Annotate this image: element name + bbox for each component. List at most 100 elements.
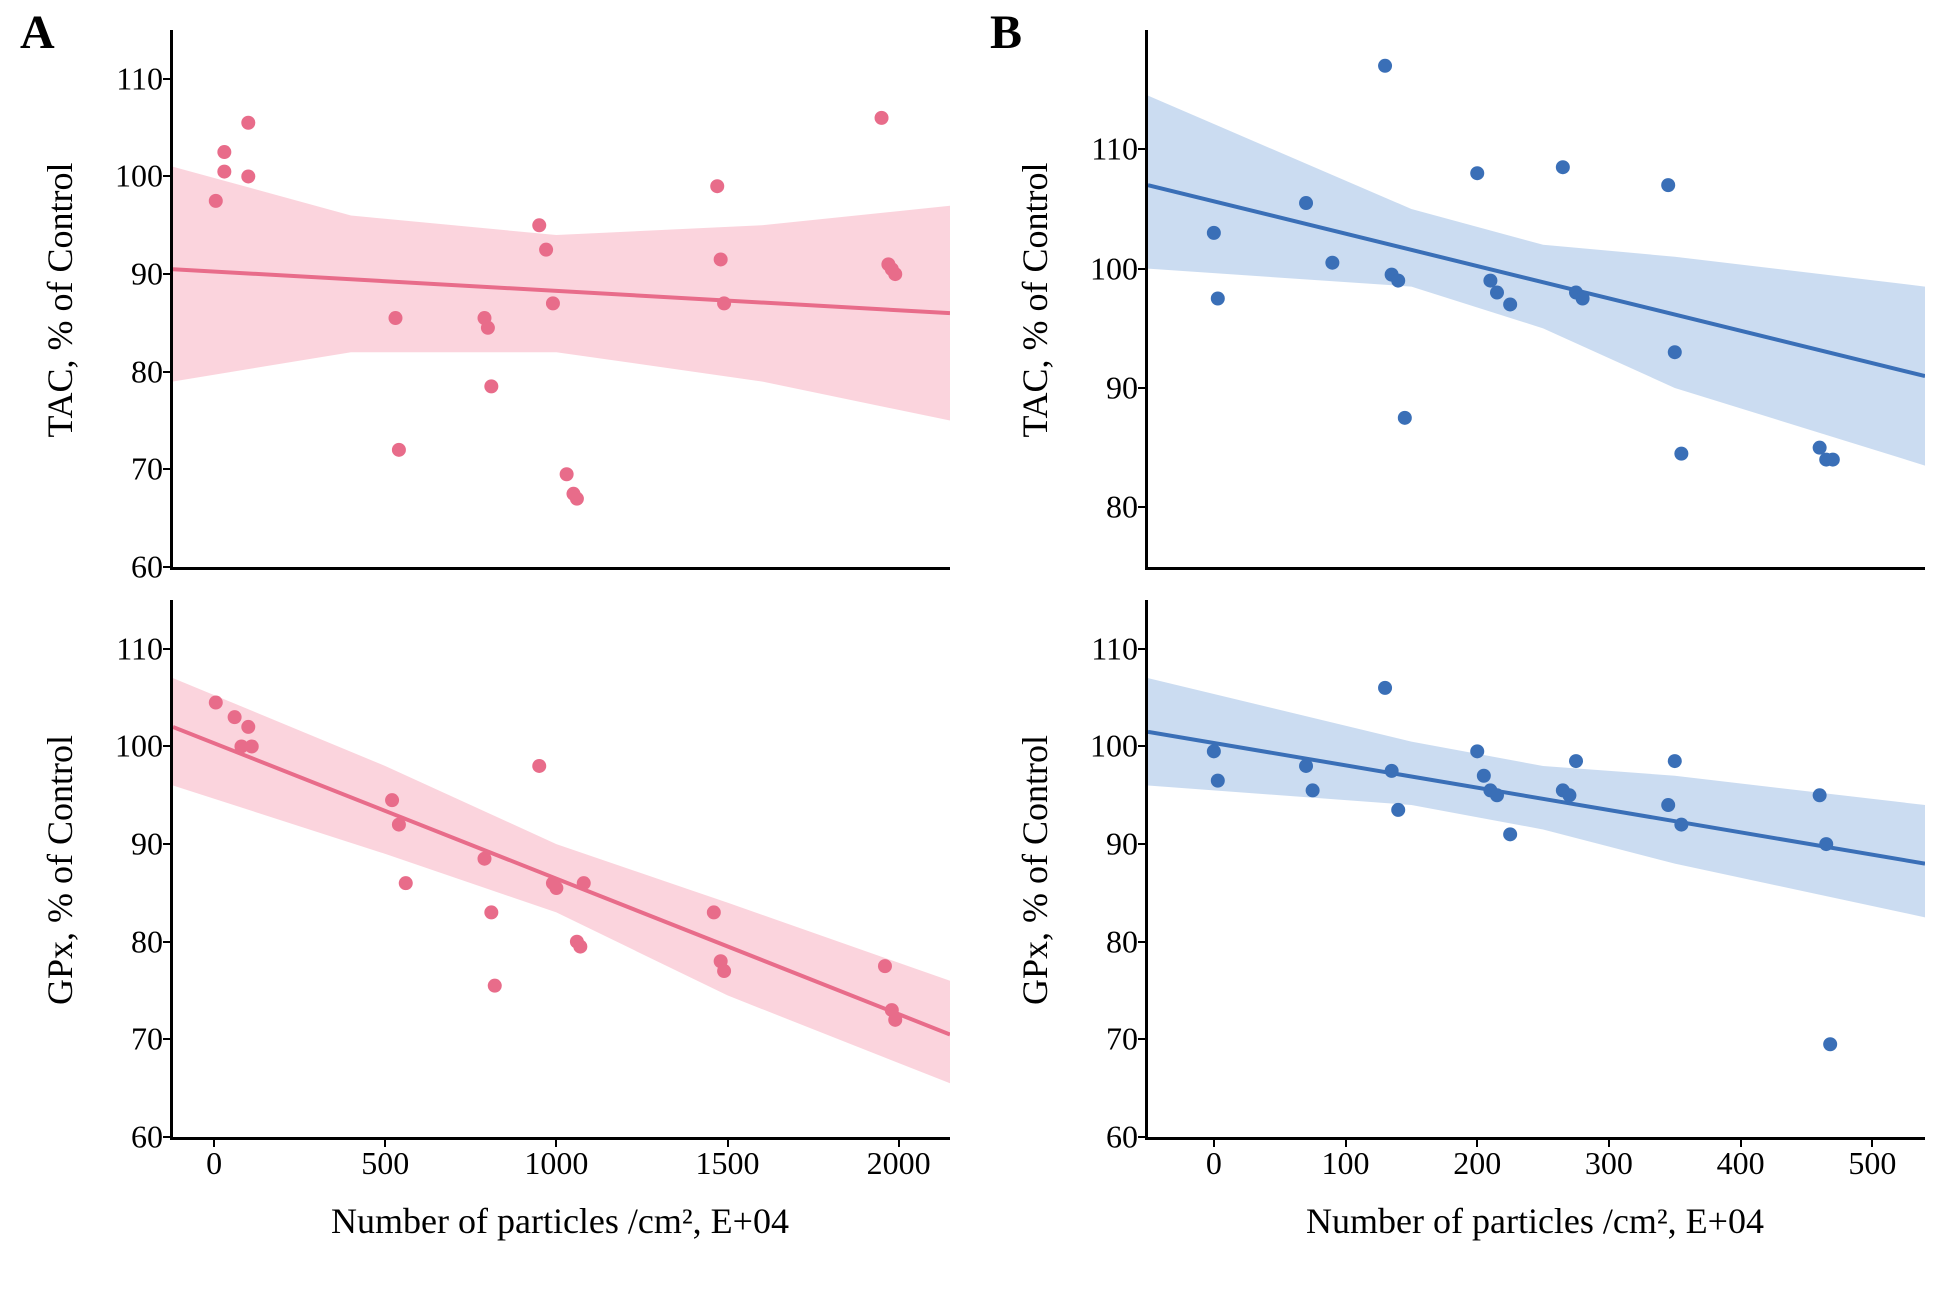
data-point [241,116,255,130]
x-tick-label: 0 [1206,1137,1222,1182]
plot-svg [173,30,950,567]
data-point [532,218,546,232]
data-point [392,443,406,457]
data-point [481,321,495,335]
data-point [1819,837,1833,851]
data-point [392,818,406,832]
plot-area: 8090100110 [1145,30,1925,570]
y-tick-label: 70 [1106,1021,1148,1058]
data-point [1813,441,1827,455]
x-tick-label: 500 [1848,1137,1896,1182]
data-point [888,267,902,281]
x-tick-label: 400 [1717,1137,1765,1182]
data-point [1576,292,1590,306]
x-tick-label: 2000 [867,1137,931,1182]
data-point [209,194,223,208]
data-point [714,252,728,266]
data-point [241,720,255,734]
data-point [878,959,892,973]
data-point [1470,744,1484,758]
data-point [228,710,242,724]
data-point [1211,774,1225,788]
data-point [488,979,502,993]
data-point [1391,274,1405,288]
plot-area: 60708090100110 [170,30,950,570]
data-point [560,467,574,481]
y-tick-label: 110 [116,630,173,667]
y-axis-title: TAC, % of Control [39,162,81,437]
y-tick-label: 70 [131,1021,173,1058]
y-tick-label: 110 [116,60,173,97]
data-point [1503,297,1517,311]
subplot-b-tac: 8090100110 TAC, % of Control [975,0,1950,590]
data-point [385,793,399,807]
data-point [717,296,731,310]
y-tick-label: 100 [115,728,173,765]
confidence-band [173,167,950,421]
data-point [570,492,584,506]
data-point [875,111,889,125]
data-point [217,165,231,179]
y-tick-label: 90 [1106,370,1148,407]
y-tick-label: 100 [115,158,173,195]
y-tick-label: 90 [131,826,173,863]
data-point [399,876,413,890]
data-point [1211,292,1225,306]
x-tick-label: 100 [1322,1137,1370,1182]
plot-area: 607080901001100500100015002000 [170,600,950,1140]
data-point [532,759,546,773]
data-point [1503,827,1517,841]
data-point [539,243,553,257]
data-point [484,905,498,919]
data-point [1378,681,1392,695]
data-point [1207,744,1221,758]
y-axis-title: GPx, % of Control [1014,735,1056,1005]
y-axis-title: TAC, % of Control [1014,162,1056,437]
x-tick-label: 500 [361,1137,409,1182]
data-point [477,852,491,866]
data-point [1477,769,1491,783]
data-point [1398,411,1412,425]
data-point [1490,286,1504,300]
data-point [1813,788,1827,802]
x-tick-label: 300 [1585,1137,1633,1182]
y-tick-label: 90 [131,256,173,293]
plot-area: 607080901001100100200300400500 [1145,600,1925,1140]
data-point [1325,256,1339,270]
x-tick-label: 1000 [524,1137,588,1182]
data-point [577,876,591,890]
y-tick-label: 60 [131,1119,173,1156]
subplot-a-gpx: 607080901001100500100015002000 GPx, % of… [0,590,975,1180]
data-point [1207,226,1221,240]
data-point [241,169,255,183]
subplot-a-tac: 60708090100110 TAC, % of Control [0,0,975,590]
figure-root: A B 60708090100110 TAC, % of Control 607… [0,0,1950,1297]
data-point [1299,759,1313,773]
x-tick-label: 200 [1453,1137,1501,1182]
y-tick-label: 80 [131,353,173,390]
data-point [549,881,563,895]
y-tick-label: 110 [1091,630,1148,667]
data-point [484,379,498,393]
data-point [573,940,587,954]
y-tick-label: 100 [1090,250,1148,287]
x-axis-title: Number of particles /cm², E+04 [331,1200,789,1242]
subplot-b-gpx: 607080901001100100200300400500 GPx, % of… [975,590,1950,1180]
y-axis-title: GPx, % of Control [39,735,81,1005]
data-point [1378,59,1392,73]
data-point [1674,447,1688,461]
data-point [1569,754,1583,768]
data-point [546,296,560,310]
data-point [1299,196,1313,210]
data-point [1661,798,1675,812]
data-point [1826,453,1840,467]
data-point [710,179,724,193]
y-tick-label: 80 [1106,923,1148,960]
data-point [1483,274,1497,288]
plot-svg [1148,600,1925,1137]
data-point [209,696,223,710]
data-point [707,905,721,919]
x-tick-label: 1500 [696,1137,760,1182]
regression-line [173,727,950,1035]
data-point [245,739,259,753]
